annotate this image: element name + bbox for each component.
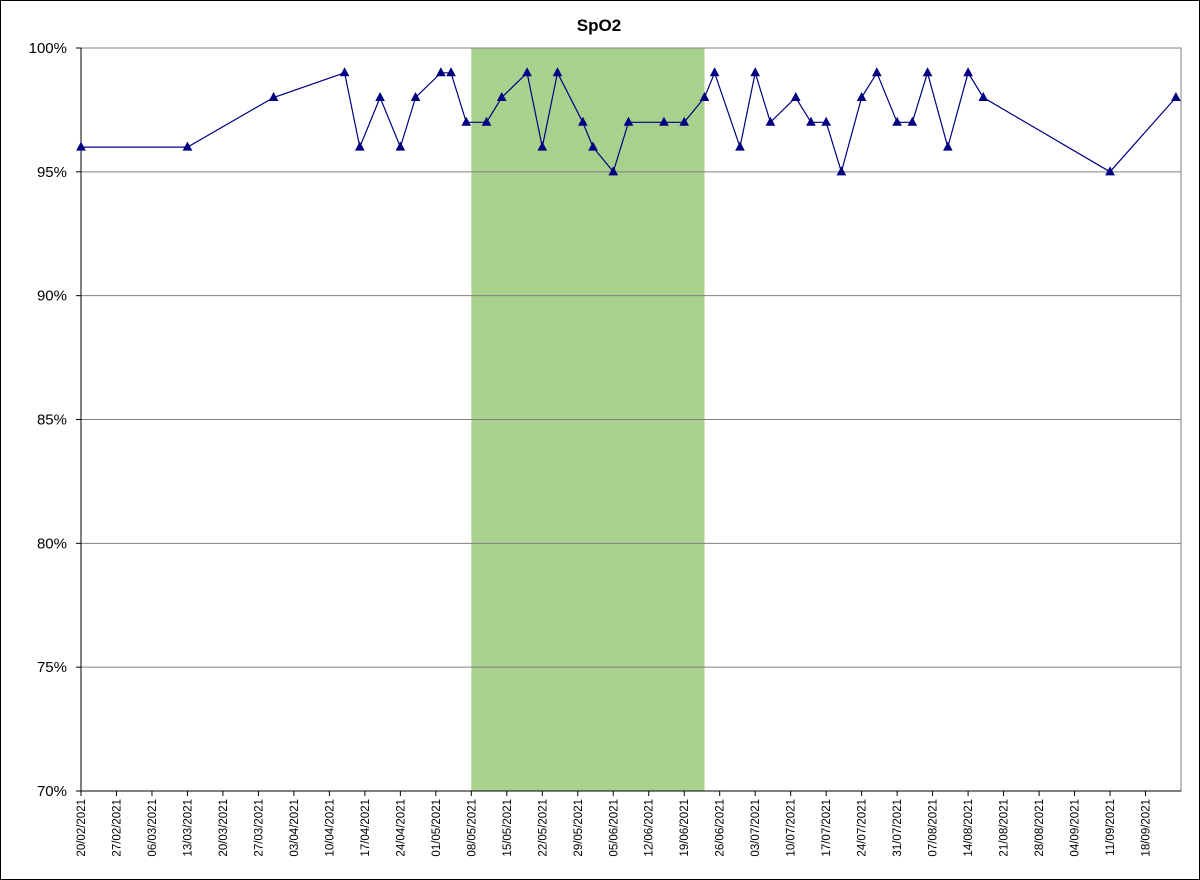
x-tick-label: 29/05/2021 xyxy=(573,799,585,857)
x-tick-label: 10/04/2021 xyxy=(324,799,336,857)
data-point-marker xyxy=(182,141,193,151)
data-point-marker xyxy=(821,116,831,126)
x-tick-label: 28/08/2021 xyxy=(1034,799,1046,857)
data-point-marker xyxy=(410,91,421,102)
x-tick-label: 22/05/2021 xyxy=(537,799,549,857)
data-point-marker xyxy=(709,67,720,77)
x-tick-label: 24/07/2021 xyxy=(857,799,869,857)
data-point-marker xyxy=(496,91,507,102)
data-point-marker xyxy=(942,141,953,151)
data-point-marker xyxy=(436,67,446,77)
data-point-marker xyxy=(907,116,918,126)
x-tick-label: 17/04/2021 xyxy=(360,799,372,857)
data-point-marker xyxy=(892,116,902,126)
data-point-marker xyxy=(699,91,710,102)
data-point-marker xyxy=(765,116,776,126)
y-tick-label: 75% xyxy=(37,659,67,676)
x-tick-label: 24/04/2021 xyxy=(395,799,407,857)
x-tick-label: 03/07/2021 xyxy=(750,799,762,857)
x-tick-label: 27/02/2021 xyxy=(111,799,123,857)
x-tick-label: 19/06/2021 xyxy=(679,799,691,857)
data-point-marker xyxy=(1105,166,1115,176)
data-point-marker xyxy=(481,116,492,126)
data-point-marker xyxy=(623,116,634,126)
data-point-marker xyxy=(659,116,669,126)
x-tick-label: 17/07/2021 xyxy=(821,799,833,857)
axes: 100% 95% 90% 85% 80% 75% 70% 20/02/2021 27/02/20… xyxy=(29,40,1181,857)
x-tick-label: 06/03/2021 xyxy=(147,799,159,857)
y-tick-label: 80% xyxy=(37,535,67,552)
x-tick-label: 01/05/2021 xyxy=(431,799,443,857)
x-tick-label: 11/09/2021 xyxy=(1105,799,1117,856)
x-tick-label: 20/03/2021 xyxy=(218,799,230,857)
data-point-marker xyxy=(339,67,350,77)
y-tick-label: 70% xyxy=(37,783,67,800)
x-tick-label: 04/09/2021 xyxy=(1070,799,1082,857)
x-tick-label: 18/09/2021 xyxy=(1141,799,1153,857)
x-tick-label: 14/08/2021 xyxy=(963,799,975,857)
x-tick-label: 03/04/2021 xyxy=(289,799,301,857)
y-tick-label: 90% xyxy=(37,288,67,305)
y-tick-label: 100% xyxy=(29,40,67,57)
x-tick-label: 13/03/2021 xyxy=(182,799,194,857)
gridlines xyxy=(81,171,1181,668)
chart-title: SpO2 xyxy=(577,16,621,35)
data-point-marker xyxy=(268,91,279,102)
data-point-marker xyxy=(552,67,563,77)
data-point-marker xyxy=(679,116,690,126)
data-point-marker xyxy=(963,67,973,77)
data-point-marker xyxy=(354,141,365,151)
x-tick-label: 20/02/2021 xyxy=(76,799,88,857)
y-tick-label: 95% xyxy=(37,164,67,181)
x-tick-label: 26/06/2021 xyxy=(715,799,727,857)
data-point-marker xyxy=(578,116,588,126)
series-layer xyxy=(76,67,1181,176)
x-tick-label: 21/08/2021 xyxy=(999,799,1011,857)
data-point-marker xyxy=(836,166,847,176)
data-point-marker xyxy=(461,116,472,126)
data-point-marker xyxy=(856,91,867,102)
x-tick-label: 15/05/2021 xyxy=(502,799,514,857)
data-point-marker xyxy=(872,67,882,77)
x-tick-label: 10/07/2021 xyxy=(786,799,798,857)
data-point-marker xyxy=(375,91,385,102)
data-point-marker xyxy=(978,91,989,102)
data-point-marker xyxy=(395,141,406,151)
data-point-marker xyxy=(446,67,456,77)
data-point-marker xyxy=(588,141,598,151)
data-point-marker xyxy=(537,141,548,151)
data-point-marker xyxy=(608,166,619,176)
data-point-marker xyxy=(806,116,816,126)
x-tick-label: 27/03/2021 xyxy=(253,799,265,857)
data-point-marker xyxy=(522,67,532,77)
data-point-marker xyxy=(735,141,745,151)
x-tick-label: 07/08/2021 xyxy=(928,799,940,857)
x-tick-label: 12/06/2021 xyxy=(644,799,656,857)
x-tick-label: 08/05/2021 xyxy=(466,799,478,857)
data-point-marker xyxy=(76,141,86,151)
data-point-marker xyxy=(750,67,761,77)
x-tick-label: 05/06/2021 xyxy=(608,799,620,857)
x-tick-label: 31/07/2021 xyxy=(892,799,904,857)
data-point-marker xyxy=(1171,91,1181,102)
data-point-marker xyxy=(922,67,933,77)
data-point-marker xyxy=(790,91,801,102)
y-tick-label: 85% xyxy=(37,412,67,429)
